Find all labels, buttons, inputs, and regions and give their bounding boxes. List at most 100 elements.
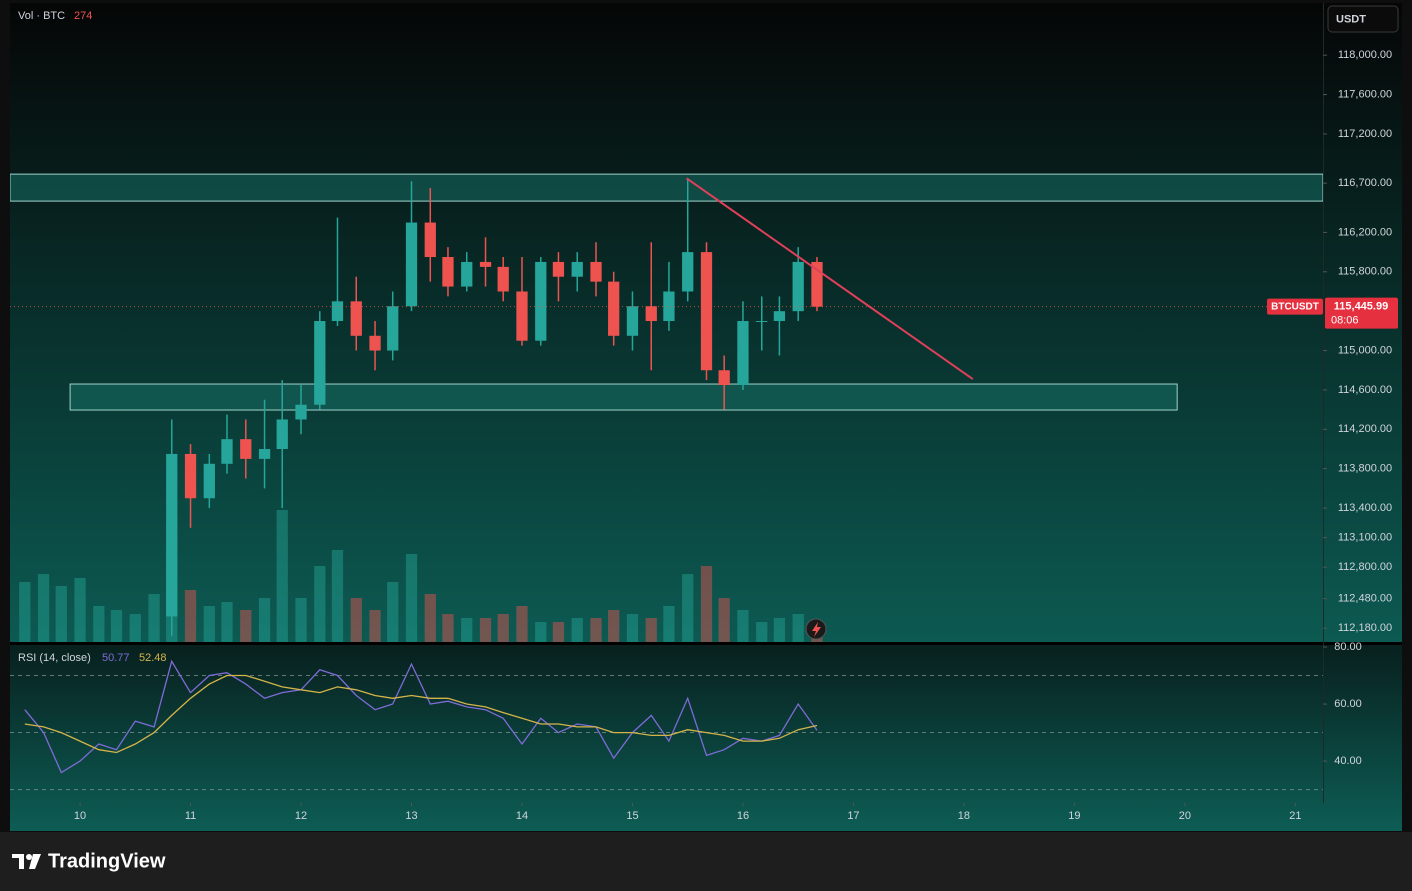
brand-logo [12,854,41,869]
volume-bar [148,594,160,642]
volume-bar [369,610,381,642]
candle-body [608,281,620,336]
candle-body [811,261,823,307]
candle-body [184,453,197,499]
y-tick-label: 116,700.00 [1338,177,1392,189]
volume-bar [240,610,252,642]
last-price-label: 115,445.99 [1334,301,1388,313]
volume-legend: Vol · BTC [18,10,65,22]
axes: 118,000.00 117,600.00 117,200.00 116,700.00… [74,49,1398,822]
volume-bar [590,618,602,642]
volume-bar [37,574,50,642]
trendline [686,177,974,380]
footer [0,832,1412,891]
y-tick-label: 115,800.00 [1338,266,1392,278]
x-tick-label: 17 [847,810,859,822]
y-tick-label: 113,100.00 [1338,532,1392,544]
x-tick-label: 15 [626,810,638,822]
y-tick-label: 112,180.00 [1338,622,1392,634]
volume-bar [461,618,473,642]
volume-bar [74,578,86,642]
volume-bar [258,598,271,642]
candle-body [626,306,639,336]
volume-bar [516,606,528,642]
x-tick-label: 12 [295,810,307,822]
volume-bar [571,618,583,642]
candle-body [405,222,418,307]
volume-bar [663,606,675,642]
candle-body [552,261,565,277]
candle-body [350,301,362,336]
volume-bar [718,598,730,642]
volume-bar [295,598,307,642]
candle-body [240,439,252,459]
candle-body [424,222,436,258]
volume-bar [314,566,326,642]
alert-bolt [812,622,821,637]
volume-bar [424,594,436,642]
x-tick-label: 14 [516,810,528,822]
candle-body [535,261,547,341]
volume-bar [405,554,418,642]
candle-body [792,261,804,312]
volume-bar [535,622,547,642]
candle-body [718,370,730,386]
candle-body [369,335,381,351]
candle-body [571,261,583,277]
x-tick-label: 19 [1068,810,1080,822]
y-tick-label: 117,200.00 [1338,128,1392,140]
rsi-tick-label: 60.00 [1334,698,1362,710]
y-tick-label: 118,000.00 [1338,49,1392,61]
volume-bar [497,614,509,642]
candle-body [497,266,509,292]
x-tick-label: 13 [405,810,417,822]
volume-bar [608,610,620,642]
volume-bar [645,618,657,642]
candle-body [258,449,271,459]
y-tick-label: 113,800.00 [1338,463,1392,475]
candle-body [663,291,675,322]
volume-bar [792,614,804,642]
volume-bar [700,566,713,642]
rsi-tick-label: 80.00 [1334,641,1362,653]
rsi-line [24,674,818,754]
x-tick-label: 18 [958,810,970,822]
candle-body [331,301,344,322]
volume-bar [55,586,67,642]
candle-body [295,404,307,420]
y-tick-label: 114,200.00 [1338,423,1392,435]
brand[interactable]: TradingView [48,850,166,872]
volume-bar [350,598,362,642]
y-tick-label: 112,800.00 [1338,561,1392,573]
currency-button[interactable] [1327,5,1399,33]
x-tick-label: 11 [185,810,196,822]
candle-body [314,321,326,405]
volume-bar [387,582,399,642]
price-plot [10,173,1323,642]
candle-body [756,321,768,323]
volume-bar [737,610,749,642]
x-tick-label: 21 [1289,810,1301,822]
x-tick-label: 20 [1179,810,1191,822]
volume-bar [276,510,288,642]
y-tick-label: 116,200.00 [1338,226,1392,238]
y-tick-label: 112,480.00 [1338,593,1392,605]
candle-body [590,261,602,282]
volume-bar [110,610,123,642]
volume-bar [773,618,786,642]
candle-body [479,261,492,267]
x-tick-label: 10 [74,810,86,822]
volume-bar [19,582,31,642]
y-tick-label: 117,600.00 [1338,88,1392,100]
rsi-title: RSI (14, close) [18,652,91,664]
x-tick-label: 16 [737,810,749,822]
volume-bar [479,618,492,642]
candle-body [442,257,454,287]
currency[interactable]: USDT [1336,13,1366,25]
candle-body [682,252,694,292]
candle-body [461,261,473,287]
candle-body [203,463,215,499]
candle-body [166,453,178,617]
volume-bar [184,590,197,642]
rsi-tick-label: 40.00 [1334,755,1362,767]
